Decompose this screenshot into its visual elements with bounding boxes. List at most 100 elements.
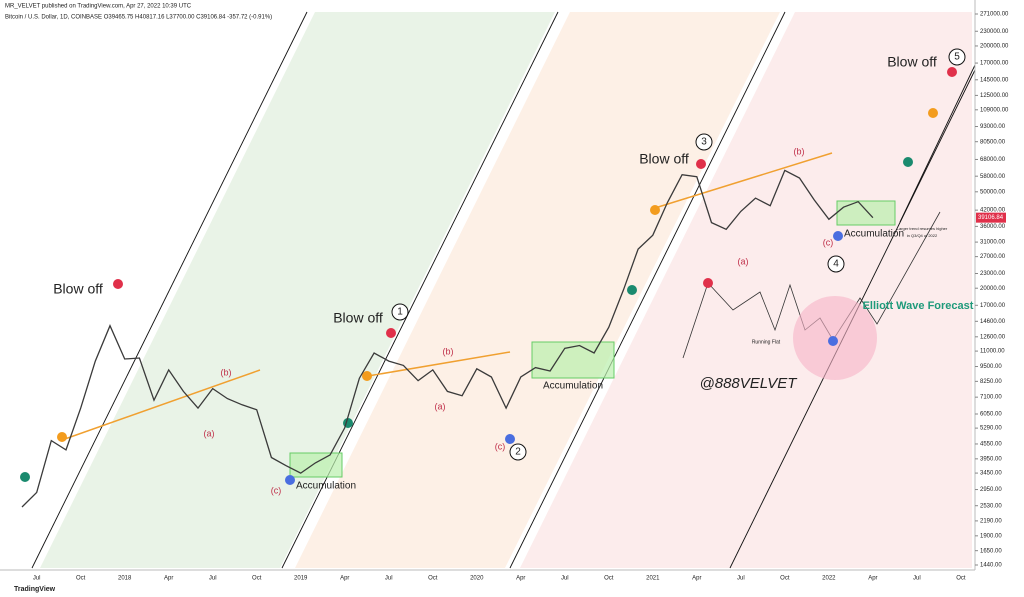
y-tick-label: 3450.00 [980, 471, 1002, 477]
y-tick-label: 2950.00 [980, 487, 1002, 493]
y-tick-label: 17000.00 [980, 303, 1006, 309]
wave-number: 1 [397, 307, 403, 318]
annotation: Accumulation [296, 481, 356, 492]
x-tick-label: 2022 [822, 576, 836, 582]
annotation: Blow off [333, 310, 383, 326]
background-bands [0, 12, 972, 568]
x-tick-label: Jul [913, 576, 921, 582]
annotation: Blow off [887, 54, 937, 70]
annotation: (a) [204, 428, 215, 438]
y-tick-label: 1440.00 [980, 563, 1002, 569]
wave-number: 2 [515, 447, 521, 458]
x-tick-label: 2019 [294, 576, 308, 582]
forecast-paths [682, 211, 941, 359]
y-tick-label: 271000.00 [980, 12, 1009, 18]
y-tick-label: 109000.00 [980, 107, 1009, 113]
price-tag-bg [976, 212, 1006, 223]
x-tick-label: 2021 [646, 576, 660, 582]
x-tick-label: Jul [33, 576, 41, 582]
y-tick-label: 42000.00 [980, 208, 1006, 214]
annotation: Blow off [639, 151, 689, 167]
y-tick-label: 93000.00 [980, 124, 1006, 130]
price-line [21, 169, 874, 508]
y-tick-label: 145000.00 [980, 77, 1009, 83]
y-tick-label: 11000.00 [980, 349, 1005, 355]
y-tick-label: 50000.00 [980, 189, 1006, 195]
x-tick-label: Apr [868, 576, 877, 582]
y-tick-label: 4550.00 [980, 442, 1002, 448]
footer-brand: TradingView [14, 586, 56, 593]
y-tick-label: 12600.00 [980, 334, 1006, 340]
annotation: Running Flat [752, 339, 781, 345]
y-tick-label: 9500.00 [980, 364, 1002, 370]
publisher: MR_VELVET published on TradingView.com, … [5, 4, 192, 10]
y-tick-label: 31000.00 [980, 240, 1006, 246]
y-tick-label: 27000.00 [980, 254, 1006, 260]
annotation: in Q3/Q4 of 2022 [907, 233, 938, 238]
y-tick-label: 200000.00 [980, 44, 1009, 50]
symbol-info: Bitcoin / U.S. Dollar, 1D, COINBASE O394… [5, 15, 272, 21]
wave-number: 4 [833, 259, 839, 270]
y-tick-label: 14600.00 [980, 319, 1006, 325]
x-tick-label: Oct [780, 576, 790, 582]
y-tick-label: 5290.00 [980, 426, 1002, 432]
x-tick-label: Jul [737, 576, 745, 582]
annotation-layer: Blow off Blow off Blow off 1 2 3 4 5 Blow off (a)… [53, 48, 974, 495]
annotation: (b) [794, 146, 805, 156]
x-tick-label: Apr [516, 576, 525, 582]
price-tag: 39106.84 [978, 215, 1004, 221]
y-tick-label: 68000.00 [980, 157, 1006, 163]
annotation: (c) [495, 441, 506, 451]
y-tick-label: 36000.00 [980, 224, 1006, 230]
annotation: (a) [738, 256, 749, 266]
wave-dots [20, 67, 957, 485]
trend-lines [61, 152, 833, 441]
annotation: (c) [271, 485, 282, 495]
x-tick-label: 2020 [470, 576, 484, 582]
y-tick-label: 1650.00 [980, 548, 1002, 554]
y-tick-label: 23000.00 [980, 271, 1006, 277]
annotation: @888VELVET [700, 375, 799, 392]
x-tick-label: 2018 [118, 576, 132, 582]
x-tick-label: Oct [252, 576, 262, 582]
y-tick-label: 170000.00 [980, 61, 1009, 67]
annotation: (a) [435, 401, 446, 411]
x-tick-label: Jul [385, 576, 393, 582]
annotation: Blow off [53, 281, 103, 297]
y-tick-label: 3950.00 [980, 456, 1002, 462]
annotation: (b) [221, 367, 232, 377]
price-layer [21, 169, 874, 508]
wave-circle [695, 133, 713, 151]
y-tick-label: 80500.00 [980, 139, 1006, 145]
annotation: Accumulation [844, 229, 904, 240]
x-tick-label: Apr [340, 576, 349, 582]
annotation: Accumulation [543, 381, 603, 392]
y-tick-label: 2530.00 [980, 503, 1002, 509]
x-tick-label: Oct [604, 576, 614, 582]
x-tick-label: Oct [956, 576, 966, 582]
wave-circle [827, 255, 845, 273]
x-tick-label: Oct [428, 576, 438, 582]
x-tick-label: Apr [692, 576, 701, 582]
wave-number: 5 [954, 52, 960, 63]
y-tick-label: 230000.00 [980, 29, 1009, 35]
y-tick-label: 2190.00 [980, 518, 1002, 524]
x-tick-label: Jul [209, 576, 217, 582]
wave-circle [948, 48, 966, 66]
y-tick-label: 7100.00 [980, 395, 1002, 401]
y-tick-label: 1900.00 [980, 533, 1002, 539]
wave-circle [509, 443, 527, 461]
y-tick-label: 6050.00 [980, 412, 1002, 418]
annotation: (b) [443, 346, 454, 356]
x-tick-label: Apr [164, 576, 173, 582]
y-tick-label: 125000.00 [980, 93, 1009, 99]
x-tick-label: Jul [561, 576, 569, 582]
x-tick-label: Oct [76, 576, 86, 582]
wave-circle [391, 303, 409, 321]
wave-number: 3 [701, 137, 707, 148]
y-tick-label: 8250.00 [980, 379, 1002, 385]
annotation: Larger trend resumes higher [897, 226, 948, 231]
y-tick-label: 20000.00 [980, 286, 1006, 292]
accumulation-boxes [289, 200, 896, 478]
